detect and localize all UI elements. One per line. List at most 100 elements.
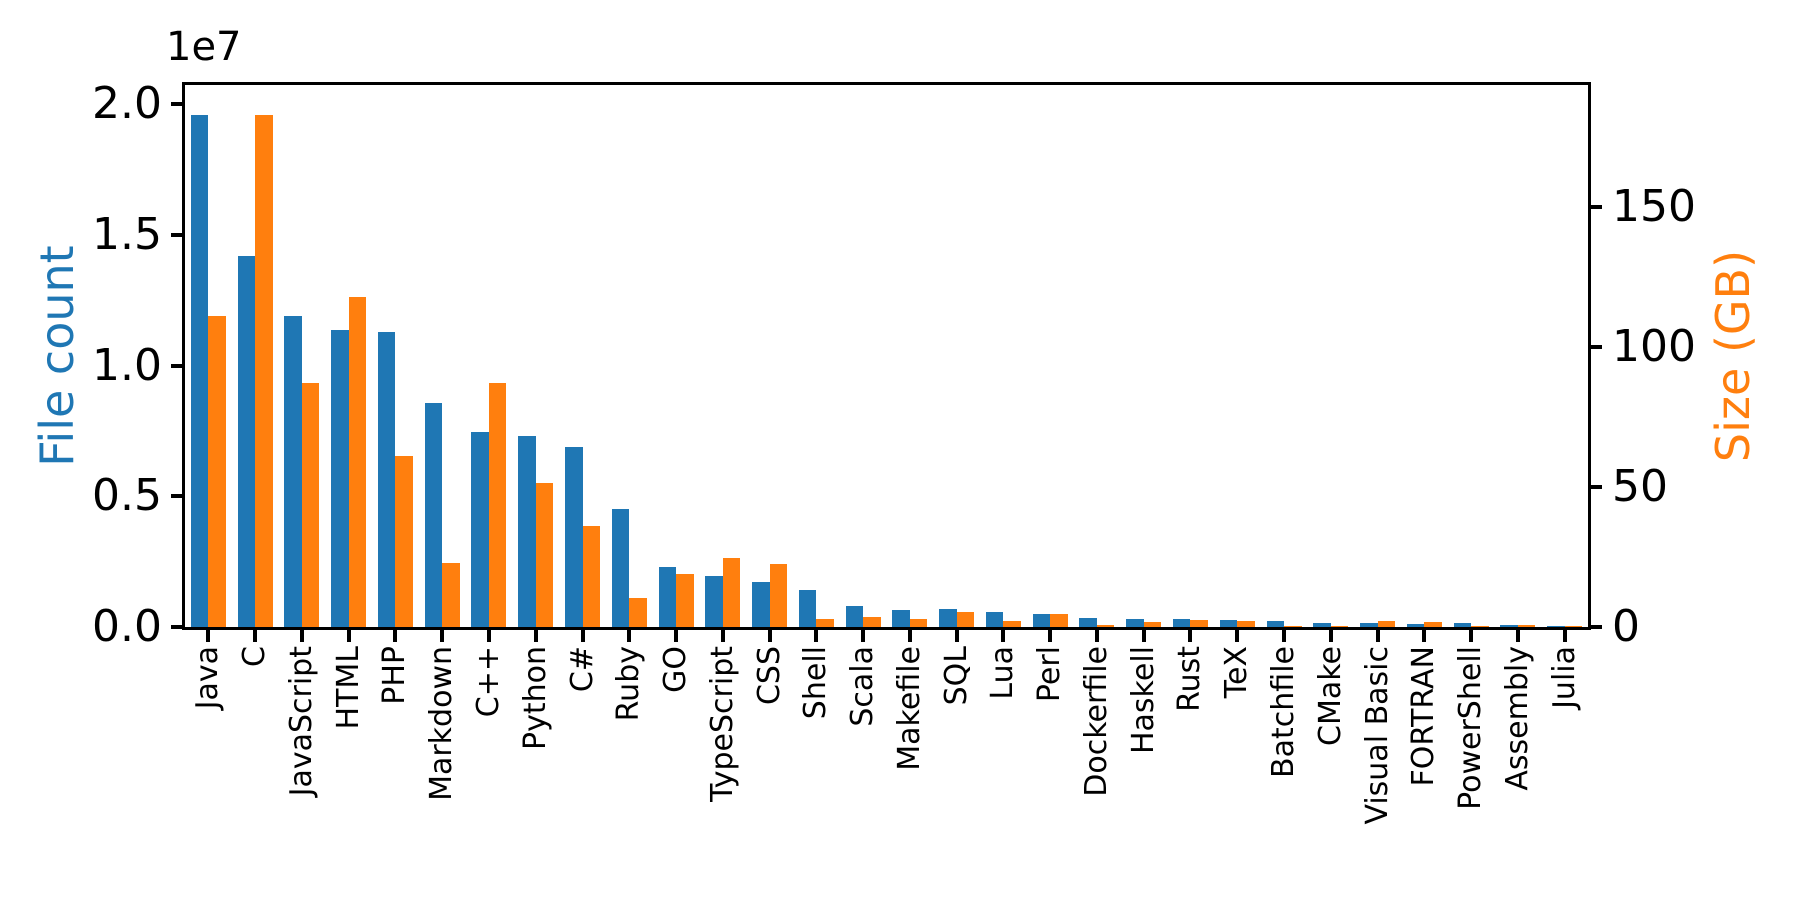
x-tick-mark	[1282, 628, 1287, 642]
x-tick-mark	[814, 628, 819, 642]
bar-size-gb-perl	[1050, 613, 1068, 627]
left-y-tick-mark	[171, 232, 185, 237]
left-y-tick-label: 1.0	[92, 339, 162, 391]
x-tick-label-text: TeX	[1219, 646, 1255, 699]
bar-size-gb-batchfile	[1284, 626, 1302, 627]
x-tick-mark	[580, 628, 585, 642]
bar-file-count-php	[377, 331, 396, 627]
x-tick-mark	[1515, 628, 1520, 642]
x-tick-mark	[1469, 628, 1474, 642]
bar-size-gb-css	[769, 564, 788, 627]
x-tick-mark	[720, 628, 725, 642]
bar-size-gb-powershell	[1471, 625, 1489, 627]
x-tick-label-text: Dockerfile	[1078, 646, 1114, 797]
bar-size-gb-c-	[582, 526, 601, 627]
x-tick-label-text: TypeScript	[704, 646, 740, 802]
x-tick-label-text: PHP	[377, 646, 413, 705]
x-tick-mark	[1094, 628, 1099, 642]
left-y-tick-label: 0.5	[92, 470, 162, 522]
bar-file-count-cmake	[1313, 622, 1331, 627]
bar-size-gb-scala	[863, 617, 881, 627]
x-tick-label: C#	[565, 646, 611, 692]
bar-size-gb-rust	[1190, 620, 1208, 627]
bar-file-count-ruby	[611, 508, 630, 627]
x-tick-label-text: JavaScript	[283, 646, 319, 797]
bar-file-count-haskell	[1126, 619, 1144, 627]
x-tick-label-text: Julia	[1546, 646, 1582, 709]
x-tick-mark	[674, 628, 679, 642]
x-tick-label-text: Haskell	[1125, 646, 1161, 755]
x-tick-mark	[486, 628, 491, 642]
x-tick-label-text: C#	[564, 646, 600, 693]
bar-file-count-visual-basic	[1360, 622, 1378, 627]
bar-file-count-go	[658, 567, 677, 627]
x-tick-mark	[299, 628, 304, 642]
bar-size-gb-sql	[956, 612, 975, 627]
bar-file-count-julia	[1547, 625, 1565, 627]
bar-file-count-rust	[1172, 618, 1191, 627]
right-y-tick-mark	[1588, 345, 1602, 350]
bar-size-gb-fortran	[1424, 621, 1442, 627]
bar-size-gb-cmake	[1330, 625, 1349, 627]
bar-size-gb-java	[208, 316, 226, 627]
x-tick-mark	[440, 628, 445, 642]
x-tick-label-text: PowerShell	[1453, 646, 1489, 810]
bar-size-gb-go	[676, 573, 694, 627]
x-tick-mark	[767, 628, 772, 642]
x-tick-mark	[253, 628, 258, 642]
bar-size-gb-html	[348, 296, 367, 627]
x-tick-mark	[1235, 628, 1240, 642]
left-y-tick-mark	[171, 625, 185, 629]
x-tick-label-text: FORTRAN	[1406, 646, 1442, 787]
x-tick-label-text: Lua	[985, 646, 1021, 700]
x-tick-label: Julia	[1547, 646, 1610, 709]
bar-size-gb-c-	[488, 383, 507, 627]
bar-size-gb-assembly	[1517, 625, 1536, 627]
x-tick-mark	[954, 628, 959, 642]
x-tick-label-text: C	[237, 646, 273, 667]
bar-file-count-css	[752, 581, 770, 627]
bar-size-gb-haskell	[1143, 621, 1162, 627]
bar-size-gb-visual-basic	[1377, 621, 1396, 627]
x-tick-mark	[1188, 628, 1193, 642]
bar-file-count-assembly	[1500, 624, 1518, 627]
x-tick-label-text: Batchfile	[1266, 646, 1302, 778]
x-tick-mark	[1375, 628, 1380, 642]
right-y-tick-label: 0	[1612, 601, 1640, 652]
x-tick-mark	[346, 628, 351, 642]
bar-file-count-markdown	[424, 402, 443, 627]
bar-size-gb-shell	[816, 618, 834, 627]
bar-file-count-fortran	[1406, 624, 1425, 627]
x-tick-mark	[627, 628, 632, 642]
x-tick-mark	[393, 628, 398, 642]
x-tick-label-text: Visual Basic	[1359, 646, 1395, 825]
x-tick-mark	[1001, 628, 1006, 642]
bar-file-count-java	[190, 114, 209, 627]
bar-file-count-c-	[471, 432, 489, 627]
x-tick-mark	[1048, 628, 1053, 642]
bar-file-count-typescript	[705, 576, 723, 627]
left-y-tick-mark	[171, 494, 185, 499]
x-tick-mark	[206, 628, 211, 642]
bar-file-count-lua	[985, 612, 1004, 627]
x-tick-mark	[1562, 628, 1567, 642]
right-y-axis-label: Size (GB)	[1706, 249, 1760, 463]
left-y-tick-label: 2.0	[92, 78, 162, 130]
right-y-tick-label: 150	[1612, 181, 1696, 233]
x-tick-mark	[1141, 628, 1146, 642]
bar-size-gb-makefile	[909, 618, 928, 627]
x-tick-label-text: Markdown	[424, 646, 460, 801]
x-tick-mark	[907, 628, 912, 642]
bar-file-count-html	[331, 330, 349, 627]
bar-file-count-scala	[845, 605, 864, 627]
right-y-tick-mark	[1588, 485, 1602, 490]
x-tick-label-text: GO	[658, 646, 694, 693]
left-y-tick-mark	[171, 102, 185, 107]
x-tick-label-text: C++	[470, 646, 506, 718]
bar-file-count-powershell	[1453, 623, 1472, 627]
x-tick-label-text: Ruby	[611, 646, 647, 722]
bar-size-gb-javascript	[301, 383, 320, 627]
x-tick-mark	[1328, 628, 1333, 642]
x-tick-mark	[533, 628, 538, 642]
